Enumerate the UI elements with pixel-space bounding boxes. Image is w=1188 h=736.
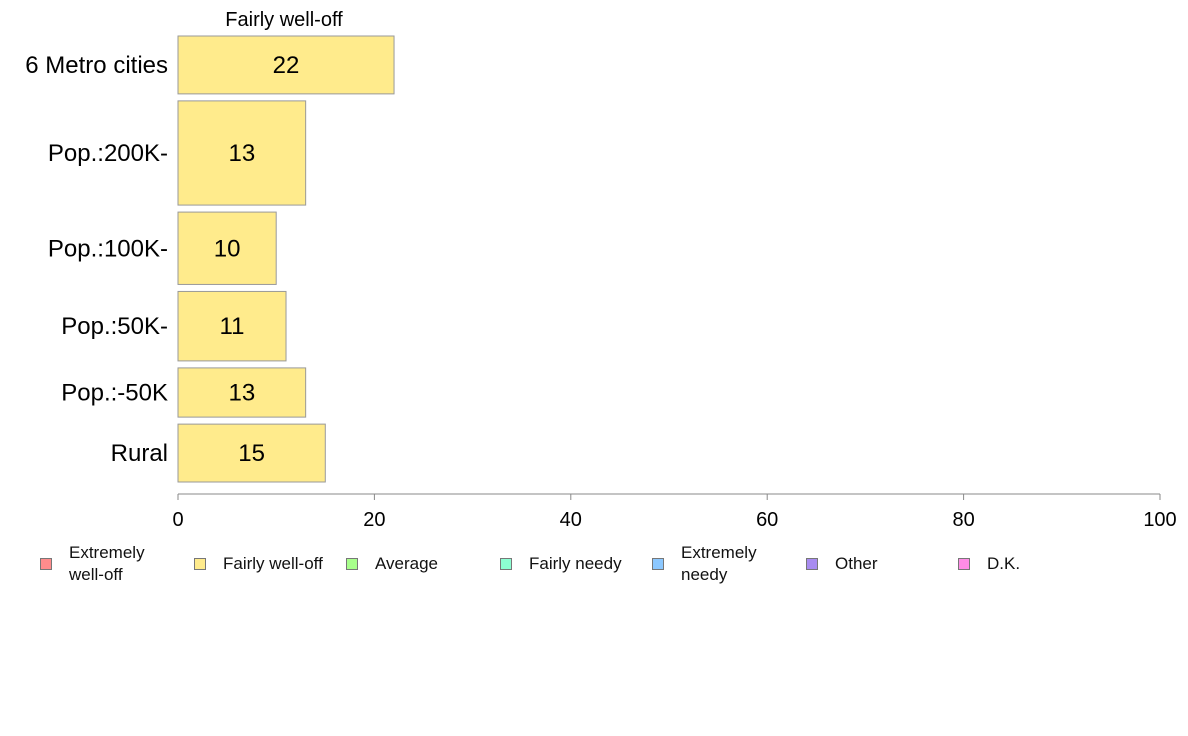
bar-0 [177, 35, 395, 95]
bar-value-label: 11 [220, 313, 245, 340]
x-tick-label: 0 [172, 509, 183, 531]
bar-1 [177, 100, 307, 206]
x-tick-label: 100 [1143, 509, 1176, 531]
bar-4 [177, 367, 307, 418]
bar-2 [177, 211, 277, 285]
legend-item: Other [806, 542, 955, 586]
bar-value-label: 13 [228, 140, 255, 167]
legend-swatch [40, 558, 52, 570]
bar-value-label: 13 [228, 380, 255, 407]
legend-item: Extremely needy [652, 542, 801, 586]
category-label: Rural [111, 440, 168, 467]
bar-value-label: 22 [273, 52, 300, 79]
legend-item: D.K. [958, 542, 1107, 586]
legend-swatch [500, 558, 512, 570]
x-tick-label: 60 [756, 509, 778, 531]
chart-title: Fairly well-off [225, 9, 343, 31]
legend-swatch [194, 558, 206, 570]
bars-layer: 6 Metro cities 22 Pop.:200K- 13 Pop.:100K- 10… [25, 35, 395, 483]
legend-label: Fairly needy [529, 554, 622, 573]
bar-3 [177, 290, 287, 362]
legend-label: Extremely well-off [69, 543, 145, 584]
category-label: Pop.:50K- [61, 313, 168, 340]
legend-item: Extremely well-off [40, 542, 189, 586]
legend-item: Average [346, 542, 495, 586]
category-label: 6 Metro cities [25, 52, 168, 79]
legend-label: Average [375, 554, 439, 573]
x-tick-label: 80 [952, 509, 974, 531]
legend-label: Extremely needy [681, 543, 757, 584]
legend: Extremely well-off Fairly well-off Average… [0, 540, 1188, 590]
legend-swatch [346, 558, 358, 570]
bar-value-label: 10 [214, 235, 241, 262]
chart: Fairly well-off 6 Metro cities 22 Pop.:200… [25, 9, 1177, 531]
legend-swatch [958, 558, 970, 570]
category-label: Pop.:-50K [61, 380, 168, 407]
bar-value-label: 15 [238, 440, 265, 467]
legend-swatch [652, 558, 664, 570]
legend-label: D.K. [987, 554, 1021, 573]
legend-item: Fairly needy [500, 542, 649, 586]
x-tick-label: 40 [560, 509, 582, 531]
bar-5 [177, 423, 326, 483]
category-label: Pop.:100K- [48, 235, 168, 262]
legend-item: Fairly well-off [194, 542, 343, 586]
legend-swatch [806, 558, 818, 570]
x-tick-label: 20 [363, 509, 385, 531]
legend-label: Other [835, 554, 878, 573]
legend-label: Fairly well-off [223, 554, 323, 573]
category-label: Pop.:200K- [48, 140, 168, 167]
x-axis: 0 20 40 60 80 100 [172, 493, 1177, 531]
